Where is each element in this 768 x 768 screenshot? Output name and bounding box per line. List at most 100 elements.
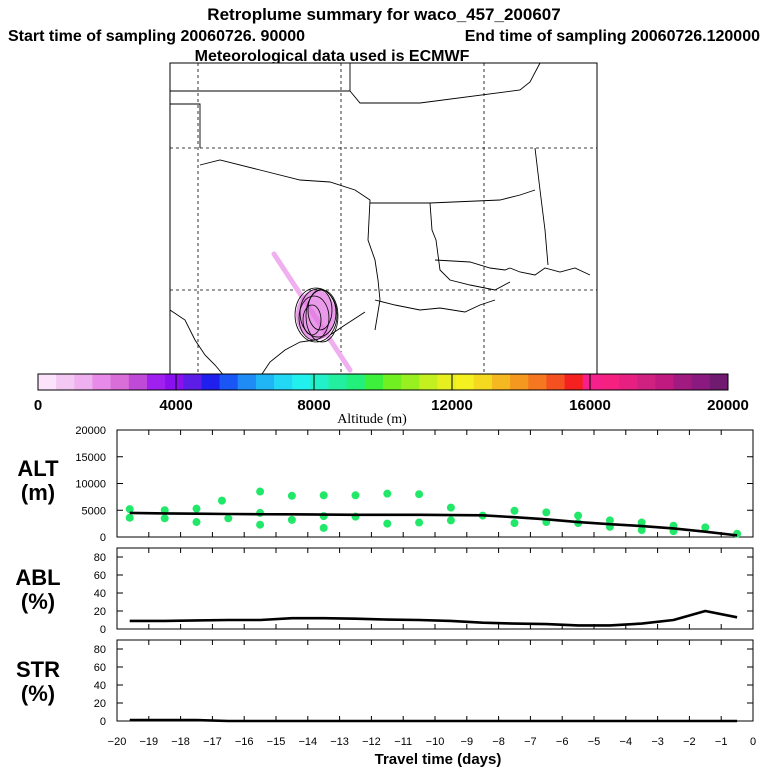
x-axis-title: Travel time (days)	[375, 751, 502, 768]
panel-str: 0 20 40 60 80 STR(%)	[16, 639, 754, 728]
colorbar-cell	[528, 374, 547, 390]
panel-frame	[116, 429, 754, 538]
panel-unit: (m)	[21, 480, 55, 505]
x-tick-label: −17	[203, 736, 222, 748]
colorbar-cell	[437, 374, 457, 390]
x-tick-label: −14	[298, 736, 317, 748]
plume-contours	[294, 287, 339, 343]
start-time-label: Start time of sampling 20060726. 90000	[8, 28, 305, 45]
altitude-point	[701, 523, 710, 532]
altitude-point	[542, 508, 551, 517]
colorbar-cell	[401, 374, 420, 390]
y-tick-label: 60	[94, 570, 106, 582]
x-tick-label: −9	[461, 736, 474, 748]
x-tick-label: −10	[426, 736, 445, 748]
colorbar-cell	[310, 374, 330, 390]
plume-cluster	[296, 290, 336, 340]
colorbar-cell	[110, 374, 130, 390]
colorbar-tick-label: 12000	[431, 397, 473, 414]
colorbar-cell	[364, 374, 384, 390]
panel-label: ALT	[17, 456, 59, 481]
colorbar-cell	[655, 374, 675, 390]
map-graticule	[170, 63, 597, 377]
colorbar-cell	[146, 374, 166, 390]
colorbar-cell	[56, 374, 75, 390]
x-tick-label: −3	[651, 736, 664, 748]
colorbar-cell	[546, 374, 566, 390]
x-tick-label: −6	[556, 736, 569, 748]
altitude-point	[287, 491, 296, 500]
met-data-label: Meteorological data used is ECMWF	[195, 48, 470, 65]
colorbar-cell	[92, 374, 112, 390]
altitude-point	[415, 490, 424, 499]
panel-alt: 0 5000 10000 15000 20000 ALT(m)	[17, 425, 754, 544]
y-tick-label: 0	[100, 716, 106, 728]
x-tick-label: −2	[683, 736, 696, 748]
altitude-point	[256, 520, 265, 529]
colorbar-cell	[691, 374, 711, 390]
colorbar-cell	[709, 374, 729, 390]
y-tick-label: 20	[94, 698, 106, 710]
panel-abl: 0 20 40 60 80 ABL(%)	[15, 547, 754, 636]
altitude-point	[351, 491, 360, 500]
x-tick-labels: −20 −19 −18 −17 −16 −15 −14 −13 −12 −11 −10 −9 −8 −7−…	[108, 736, 756, 748]
colorbar-cell	[383, 374, 402, 390]
panel-unit: (%)	[21, 589, 55, 614]
map-frame	[169, 62, 598, 378]
timeseries-panels: 05000100001500020000ALT(m)020406080ABL(%…	[15, 425, 756, 748]
colorbar-cell	[274, 374, 293, 390]
altitude-point	[383, 519, 392, 528]
end-time-label: End time of sampling 20060726.120000	[465, 28, 760, 45]
colorbar-cell	[183, 374, 202, 390]
y-tick-label: 80	[94, 552, 106, 564]
x-tick-label: 0	[750, 736, 756, 748]
colorbar-cell	[328, 374, 348, 390]
altitude-point	[605, 516, 614, 525]
colorbar-cell	[219, 374, 239, 390]
colorbar: 0 4000 8000 12000 16000 20000 Altitude (m)	[34, 373, 749, 427]
colorbar-cell	[128, 374, 148, 390]
map-panel	[169, 62, 598, 378]
x-tick-label: −13	[330, 736, 349, 748]
panel-unit: (%)	[21, 681, 55, 706]
x-tick-label: −5	[588, 736, 601, 748]
colorbar-cell	[74, 374, 93, 390]
colorbar-cell	[201, 374, 221, 390]
map-state-borders	[169, 62, 591, 378]
altitude-point	[319, 523, 328, 532]
altitude-point	[383, 489, 392, 498]
colorbar-cell	[600, 374, 620, 390]
x-tick-label: −12	[362, 736, 381, 748]
y-tick-label: 60	[94, 662, 106, 674]
altitude-point	[319, 491, 328, 500]
altitude-point	[287, 515, 296, 524]
series-line	[129, 609, 738, 627]
y-tick-label: 40	[94, 588, 106, 600]
altitude-point	[637, 526, 646, 535]
colorbar-cell	[473, 374, 493, 390]
colorbar-cell	[582, 374, 602, 390]
altitude-point	[125, 505, 134, 514]
y-tick-label: 15000	[75, 452, 106, 464]
colorbar-cell	[292, 374, 311, 390]
altitude-point	[446, 503, 455, 512]
altitude-point	[224, 514, 233, 523]
colorbar-tick-label: 0	[34, 397, 42, 414]
colorbar-title: Altitude (m)	[337, 412, 407, 427]
colorbar-tick-label: 16000	[569, 397, 611, 414]
panel-frame	[116, 639, 754, 722]
y-tick-label: 0	[100, 532, 106, 544]
y-tick-label: 0	[100, 624, 106, 636]
colorbar-tick-label: 20000	[707, 397, 749, 414]
series-line	[129, 511, 738, 537]
colorbar-cell	[165, 374, 184, 390]
series-line	[129, 718, 738, 723]
colorbar-cell	[673, 374, 693, 390]
colorbar-cell	[237, 374, 257, 390]
y-tick-label: 20000	[75, 425, 106, 437]
altitude-point	[160, 514, 169, 523]
colorbar-cell	[346, 374, 366, 390]
x-tick-label: −19	[139, 736, 158, 748]
x-tick-label: −11	[394, 736, 412, 748]
